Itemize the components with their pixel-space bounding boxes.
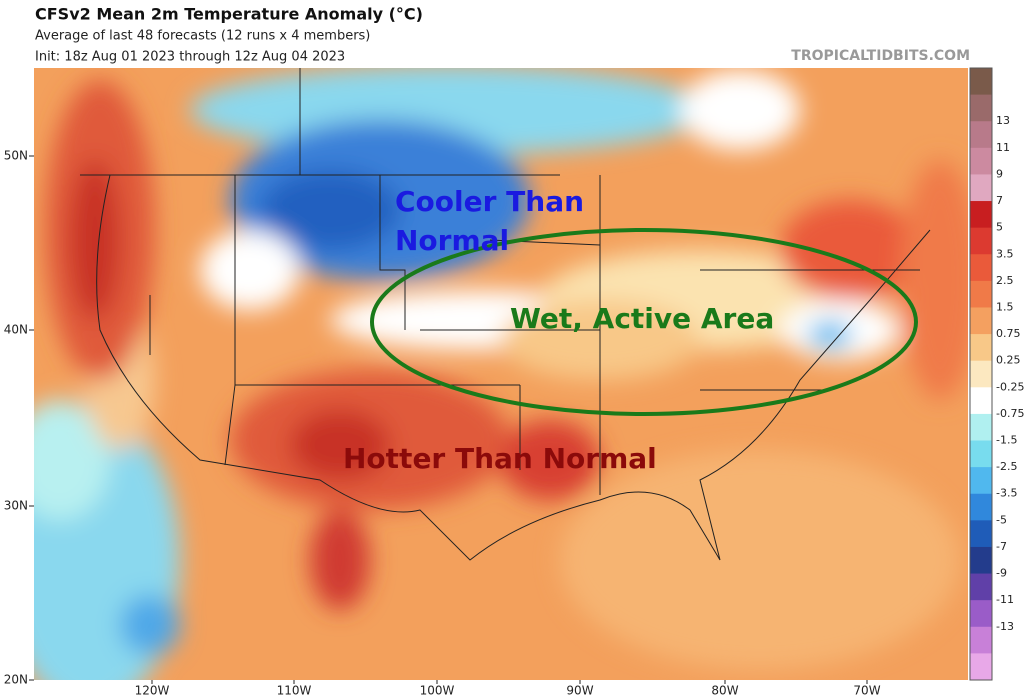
annotation-cooler: Cooler Than <box>395 185 584 218</box>
longitude-labels: 120W 110W 100W 90W 80W 70W <box>135 680 881 698</box>
longitude-label: 70W <box>853 684 880 698</box>
colorbar-swatch <box>970 546 992 575</box>
longitude-label: 100W <box>420 684 455 698</box>
latitude-labels: 50N 40N 30N 20N <box>4 149 34 687</box>
colorbar-label: 0.25 <box>996 354 1021 367</box>
colorbar-swatch <box>970 653 992 681</box>
colorbar-label: -9 <box>996 567 1007 580</box>
colorbar-label: -2.5 <box>996 460 1017 473</box>
colorbar-label: -0.75 <box>996 407 1024 420</box>
colorbar-label: -5 <box>996 513 1007 526</box>
longitude-label: 110W <box>277 684 312 698</box>
colorbar-swatch <box>970 227 992 255</box>
colorbar-swatch <box>970 280 992 308</box>
colorbar-swatch <box>970 68 992 96</box>
colorbar-swatch <box>970 493 992 521</box>
colorbar-label: 3.5 <box>996 247 1014 260</box>
watermark: TROPICALTIDBITS.COM <box>791 48 970 64</box>
latitude-label: 40N <box>4 323 28 337</box>
colorbar-label: 11 <box>996 141 1010 154</box>
colorbar-label: -11 <box>996 593 1014 606</box>
latitude-label: 20N <box>4 673 28 687</box>
colorbar-label: -13 <box>996 620 1014 633</box>
title: CFSv2 Mean 2m Temperature Anomaly (°C) <box>35 5 423 24</box>
colorbar-label: 7 <box>996 194 1003 207</box>
colorbar-swatch <box>970 307 992 335</box>
colorbar-label: -3.5 <box>996 487 1017 500</box>
colorbar-swatch <box>970 334 992 362</box>
colorbar-label: 9 <box>996 167 1003 180</box>
colorbar-swatch <box>970 147 992 175</box>
latitude-label: 30N <box>4 499 28 513</box>
colorbar-label: 13 <box>996 114 1010 127</box>
annotation-hotter: Hotter Than Normal <box>343 442 657 475</box>
subtitle: Average of last 48 forecasts (12 runs x … <box>35 29 370 44</box>
colorbar-swatch <box>970 174 992 202</box>
colorbar-swatch <box>970 94 992 122</box>
colorbar-swatch <box>970 520 992 548</box>
colorbar-swatch <box>970 467 992 495</box>
colorbar-label: -1.5 <box>996 434 1017 447</box>
colorbar: 13 11 9 7 5 3.5 2.5 1.5 0.75 0.25 -0.25 -0.75 -1.5 -2… <box>969 67 1024 681</box>
colorbar-label: 0.75 <box>996 327 1021 340</box>
colorbar-swatch <box>970 254 992 282</box>
colorbar-swatch <box>970 413 992 442</box>
anomaly-map <box>34 68 968 680</box>
annotation-wet: Wet, Active Area <box>510 302 774 335</box>
latitude-label: 50N <box>4 149 28 163</box>
colorbar-swatch <box>970 387 992 415</box>
colorbar-swatch <box>970 201 992 229</box>
annotation-cooler: Normal <box>395 224 509 257</box>
colorbar-swatch <box>970 440 992 468</box>
colorbar-label: -7 <box>996 540 1007 553</box>
highlight-ellipse <box>370 228 918 416</box>
colorbar-label: 5 <box>996 221 1003 234</box>
colorbar-swatch <box>970 573 992 601</box>
colorbar-swatch <box>970 600 992 628</box>
longitude-label: 120W <box>135 684 170 698</box>
colorbar-label: 1.5 <box>996 300 1014 313</box>
longitude-label: 90W <box>566 684 593 698</box>
colorbar-label: 2.5 <box>996 274 1014 287</box>
longitude-label: 80W <box>711 684 738 698</box>
colorbar-swatch <box>970 626 992 654</box>
colorbar-swatch <box>970 360 992 388</box>
init-time: Init: 18z Aug 01 2023 through 12z Aug 04… <box>35 50 345 65</box>
colorbar-swatch <box>970 121 992 149</box>
colorbar-label: -0.25 <box>996 380 1024 393</box>
colorbar-frame <box>969 67 993 681</box>
